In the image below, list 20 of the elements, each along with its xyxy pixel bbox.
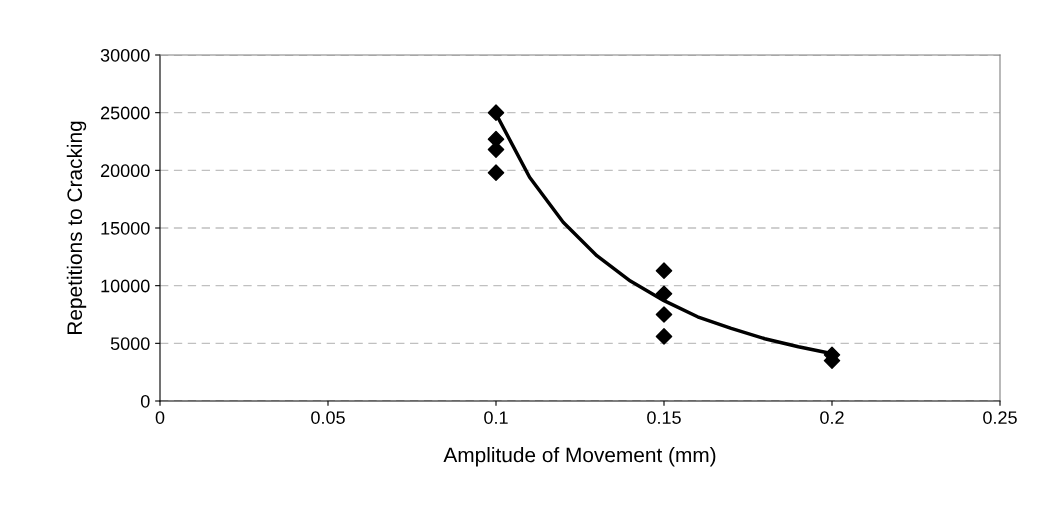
point bbox=[487, 164, 505, 181]
y-tick-label: 20000 bbox=[100, 164, 150, 178]
x-tick-label: 0.1 bbox=[484, 411, 508, 424]
x-tick-label: 0.25 bbox=[983, 411, 1017, 424]
y-tick-label: 15000 bbox=[101, 221, 150, 235]
x-axis-title: Amplitude of Movement (mm) bbox=[443, 447, 716, 467]
point bbox=[655, 262, 673, 279]
y-tick-label: 0 bbox=[140, 394, 150, 408]
x-tick-label: 0.05 bbox=[311, 411, 345, 424]
point bbox=[655, 306, 673, 323]
y-tick-label: 10000 bbox=[101, 279, 150, 293]
x-tick-label: 0 bbox=[155, 411, 165, 424]
x-tick-label: 0.15 bbox=[647, 411, 681, 424]
y-tick-label: 25000 bbox=[100, 106, 150, 120]
point bbox=[487, 104, 505, 121]
point bbox=[655, 328, 673, 345]
y-tick-label: 5000 bbox=[110, 337, 150, 351]
x-tick-label: 0.2 bbox=[820, 411, 844, 424]
y-axis-title: Repetitions to Cracking bbox=[66, 121, 87, 334]
y-tick-label: 30000 bbox=[100, 48, 150, 62]
